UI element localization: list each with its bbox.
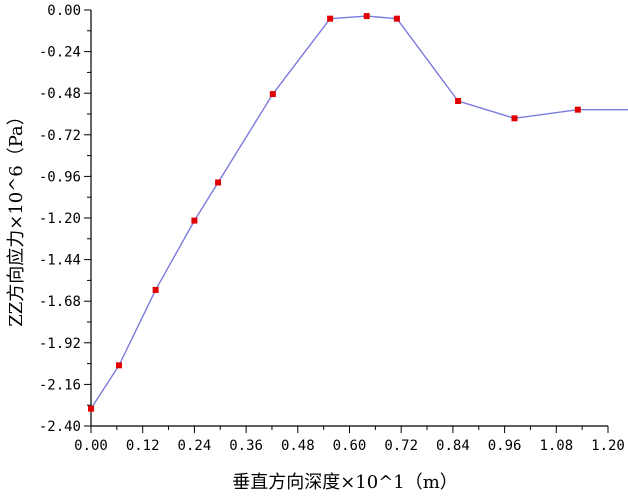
y-tick-label: 0.00	[47, 3, 81, 19]
y-axis-title: ZZ方向应力×10^6（Pa）	[6, 107, 27, 327]
y-tick-label: -0.24	[39, 45, 81, 61]
data-point	[363, 13, 370, 20]
y-tick-label: -1.20	[39, 211, 81, 227]
data-point	[393, 15, 400, 22]
x-axis-title: 垂直方向深度×10^1（m）	[232, 472, 458, 493]
series-line	[90, 15, 628, 410]
data-point	[511, 115, 518, 122]
x-tick-label: 0.84	[436, 438, 470, 454]
y-tick-label: -0.72	[39, 128, 81, 144]
y-tick-label: -1.68	[39, 294, 81, 310]
x-tick-label: 0.48	[281, 438, 315, 454]
data-point	[269, 91, 276, 98]
data-point	[116, 362, 123, 369]
y-axis-ticks: 0.00 -0.24 -0.48 -0.72 -0.96 -1.20 -1.44 -1.68 -…	[39, 3, 91, 435]
x-tick-label: 0.60	[333, 438, 367, 454]
data-point	[152, 286, 159, 293]
data-point	[574, 106, 581, 113]
data-point	[215, 179, 222, 186]
y-tick-label: -1.92	[39, 336, 81, 352]
data-point	[191, 217, 198, 224]
axes	[90, 10, 608, 427]
x-tick-label: 0.24	[178, 438, 212, 454]
x-tick-label: 1.08	[539, 438, 573, 454]
x-tick-label: 1.20	[591, 438, 625, 454]
y-tick-label: -0.48	[39, 86, 81, 102]
y-tick-label: -2.16	[39, 377, 81, 393]
y-tick-label: -2.40	[39, 419, 81, 435]
x-tick-label: 0.36	[229, 438, 263, 454]
data-point	[327, 15, 334, 22]
series-layer	[88, 13, 628, 412]
y-tick-label: -0.96	[39, 169, 81, 185]
y-tick-label: -1.44	[39, 253, 81, 269]
x-axis-ticks: 0.00 0.12 0.24 0.36 0.48 0.60 0.72 0.84 0.96 1.08…	[74, 426, 625, 454]
x-tick-label: 0.96	[488, 438, 522, 454]
data-point	[88, 405, 94, 412]
x-tick-label: 0.72	[384, 438, 418, 454]
x-tick-label: 0.00	[74, 438, 108, 454]
data-point	[455, 98, 462, 104]
x-tick-label: 0.12	[126, 438, 160, 454]
